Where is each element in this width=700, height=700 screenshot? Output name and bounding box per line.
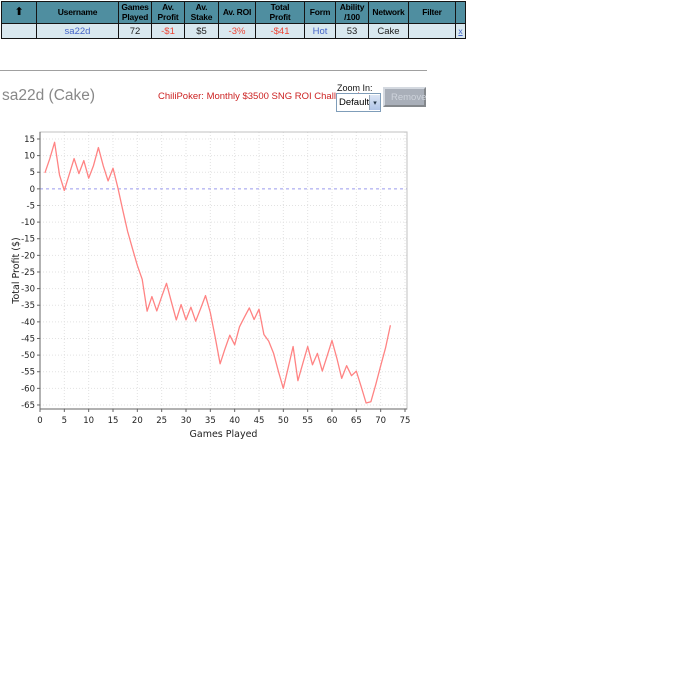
column-header-av-stake[interactable]: Av. Stake <box>184 1 219 24</box>
y-tick-label: -55 <box>21 368 35 378</box>
y-tick-label: -60 <box>21 384 35 394</box>
y-tick-label: -15 <box>21 235 35 245</box>
x-tick-label: 75 <box>400 416 411 426</box>
cell-filter <box>408 23 456 39</box>
y-tick-label: 5 <box>30 168 35 178</box>
y-tick-label: -20 <box>21 251 35 261</box>
column-header-ability[interactable]: Ability /100 <box>335 1 369 24</box>
table-row: sa22d 72 -$1 $5 -3% -$41 Hot 53 Cake x <box>1 23 466 39</box>
y-tick-label: 15 <box>24 135 35 145</box>
y-tick-label: -30 <box>21 285 35 295</box>
y-tick-label: -65 <box>21 401 35 411</box>
x-tick-label: 65 <box>351 416 362 426</box>
plot-border <box>39 131 408 410</box>
x-tick-label: 20 <box>132 416 143 426</box>
profit-line <box>44 141 392 404</box>
y-tick-label: -10 <box>21 218 35 228</box>
zoom-select-value: Default <box>339 97 370 108</box>
zoom-in-label: Zoom In: <box>337 83 373 93</box>
y-tick-label: -50 <box>21 351 35 361</box>
cell-av-profit: -$1 <box>151 23 185 39</box>
y-tick-label: 10 <box>24 152 35 162</box>
column-header-total-profit[interactable]: Total Profit <box>255 1 305 24</box>
profit-chart[interactable]: 0 5 10 15 20 25 30 35 40 45 50 55 60 65 70 75 15 10 5 0 -5 -1… <box>0 125 450 455</box>
results-table: ⬆ Username Games Played Av. Profit Av. Stake… <box>1 1 466 39</box>
up-arrow-icon: ⬆ <box>14 6 24 19</box>
cell-games-played: 72 <box>118 23 152 39</box>
chevron-down-icon[interactable]: ▾ <box>369 95 380 110</box>
profit-chart-svg[interactable]: 0 5 10 15 20 25 30 35 40 45 50 55 60 65 70 75151050-5-1… <box>0 125 450 455</box>
column-header-sort[interactable]: ⬆ <box>1 1 37 24</box>
column-header-av-roi[interactable]: Av. ROI <box>218 1 256 24</box>
cell-av-stake: $5 <box>184 23 219 39</box>
cell-av-roi: -3% <box>218 23 256 39</box>
column-header-games-played[interactable]: Games Played <box>118 1 152 24</box>
x-tick-label: 60 <box>327 416 338 426</box>
x-tick-label: 5 <box>62 416 67 426</box>
y-tick-label: 0 <box>30 185 35 195</box>
column-header-filter[interactable]: Filter <box>408 1 456 24</box>
x-tick-label: 30 <box>181 416 192 426</box>
cell-form[interactable]: Hot <box>304 23 336 39</box>
x-tick-label: 0 <box>37 416 42 426</box>
column-header-network[interactable]: Network <box>368 1 409 24</box>
cell-ability: 53 <box>335 23 369 39</box>
y-tick-label: -40 <box>21 318 35 328</box>
column-header-remove[interactable] <box>455 1 466 24</box>
cell-total-profit: -$41 <box>255 23 305 39</box>
x-tick-label: 15 <box>108 416 119 426</box>
page-title: sa22d (Cake) <box>2 87 96 104</box>
promo-link[interactable]: ChiliPoker: Monthly $3500 SNG ROI Challe… <box>158 91 360 102</box>
x-tick-label: 45 <box>254 416 265 426</box>
column-header-av-profit[interactable]: Av. Profit <box>151 1 185 24</box>
cell-remove[interactable]: x <box>455 23 466 39</box>
column-header-username[interactable]: Username <box>36 1 119 24</box>
x-tick-label: 35 <box>205 416 216 426</box>
y-tick-label: -25 <box>21 268 35 278</box>
remove-button[interactable]: Remove <box>383 87 426 107</box>
y-tick-label: -45 <box>21 334 35 344</box>
x-tick-label: 10 <box>83 416 94 426</box>
y-tick-label: -35 <box>21 301 35 311</box>
divider <box>0 70 427 71</box>
cell-sort <box>1 23 37 39</box>
x-axis-title: Games Played <box>190 429 258 440</box>
cell-network: Cake <box>368 23 409 39</box>
x-tick-label: 25 <box>156 416 167 426</box>
x-tick-label: 70 <box>375 416 386 426</box>
x-tick-label: 50 <box>278 416 289 426</box>
y-tick-label: -5 <box>27 201 35 211</box>
x-tick-label: 40 <box>229 416 240 426</box>
table-header-row: ⬆ Username Games Played Av. Profit Av. Stake… <box>1 1 466 24</box>
column-header-form[interactable]: Form <box>304 1 336 24</box>
cell-username[interactable]: sa22d <box>36 23 119 39</box>
y-axis-title: Total Profit ($) <box>11 237 22 304</box>
x-tick-label: 55 <box>302 416 313 426</box>
zoom-select[interactable]: Default ▾ <box>336 93 381 112</box>
